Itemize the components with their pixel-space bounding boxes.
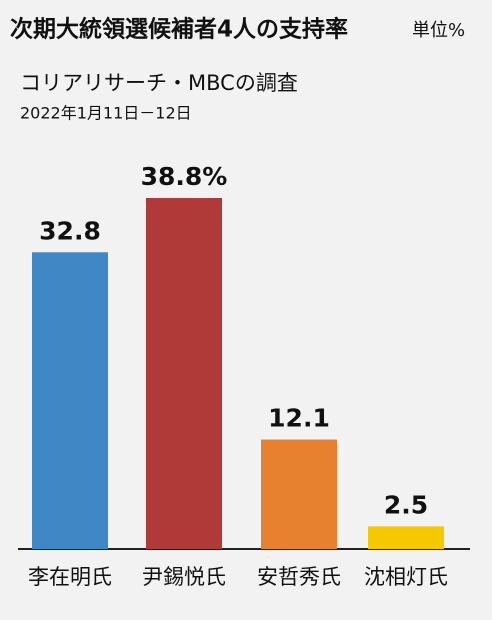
x-tick-label: 安哲秀氏 <box>257 565 341 589</box>
value-label: 12.1 <box>268 404 330 433</box>
bar <box>32 252 108 549</box>
value-label: 32.8 <box>39 216 101 245</box>
x-tick-label: 李在明氏 <box>28 565 112 589</box>
subtitle: コリアリサーチ・MBCの調査 <box>20 71 298 95</box>
chart-title: 次期大統領選候補者4人の支持率 <box>10 16 348 43</box>
value-label: 2.5 <box>384 490 428 519</box>
date-label: 2022年1月11日－12日 <box>20 104 192 123</box>
unit-label: 単位% <box>412 20 465 41</box>
bar <box>368 526 444 549</box>
bar <box>146 198 222 549</box>
x-tick-label: 沈相灯氏 <box>364 565 448 589</box>
value-label: 38.8% <box>141 162 228 191</box>
bar <box>261 439 337 549</box>
x-tick-label: 尹錫悦氏 <box>142 565 226 589</box>
